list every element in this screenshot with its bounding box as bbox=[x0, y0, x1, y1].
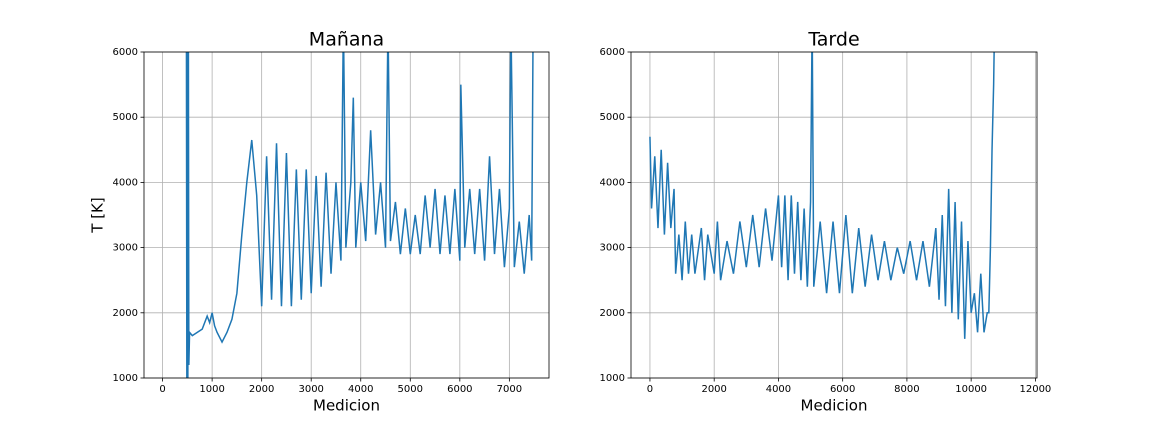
y-tick-label: 3000 bbox=[600, 243, 625, 254]
x-tick-label: 8000 bbox=[894, 384, 919, 395]
x-tick-label: 4000 bbox=[766, 384, 791, 395]
y-tick-label: 6000 bbox=[113, 47, 138, 58]
x-tick-label: 4000 bbox=[348, 384, 373, 395]
x-tick-label: 2000 bbox=[249, 384, 274, 395]
data-line bbox=[185, 52, 534, 378]
axes-frame bbox=[630, 51, 1038, 379]
x-tick-label: 3000 bbox=[298, 384, 323, 395]
x-axis-label: Medicion bbox=[313, 397, 380, 415]
subplot: 0 2000 4000 6000 8000 10000 12000 1000 2000 3000 4… bbox=[600, 29, 1052, 415]
x-tick-label: 0 bbox=[647, 384, 653, 395]
x-tick-label: 5000 bbox=[398, 384, 423, 395]
data-line bbox=[649, 52, 995, 339]
x-tick-label: 6000 bbox=[830, 384, 855, 395]
y-axis-label: T [K] bbox=[89, 197, 107, 233]
y-tick-label: 1000 bbox=[113, 373, 138, 384]
y-tick-label: 4000 bbox=[113, 177, 138, 188]
y-tick-label: 5000 bbox=[113, 112, 138, 123]
x-tick-label: 10000 bbox=[955, 384, 987, 395]
axes-frame bbox=[143, 51, 550, 379]
chart-title: Tarde bbox=[807, 29, 859, 51]
subplot: 0 1000 2000 3000 4000 5000 6000 7000 1000 2000 300… bbox=[89, 29, 550, 415]
y-tick-label: 3000 bbox=[113, 243, 138, 254]
y-tick-label: 2000 bbox=[113, 308, 138, 319]
x-tick-label: 2000 bbox=[701, 384, 726, 395]
y-tick-label: 4000 bbox=[600, 177, 625, 188]
chart-title: Mañana bbox=[309, 29, 384, 51]
x-tick-label: 7000 bbox=[497, 384, 522, 395]
y-tick-label: 5000 bbox=[600, 112, 625, 123]
y-tick-label: 6000 bbox=[600, 47, 625, 58]
y-tick-label: 1000 bbox=[600, 373, 625, 384]
x-tick-label: 0 bbox=[159, 384, 165, 395]
x-tick-label: 1000 bbox=[199, 384, 224, 395]
x-tick-label: 12000 bbox=[1019, 384, 1051, 395]
x-tick-label: 6000 bbox=[447, 384, 472, 395]
y-tick-label: 2000 bbox=[600, 308, 625, 319]
x-axis-label: Medicion bbox=[801, 397, 868, 415]
